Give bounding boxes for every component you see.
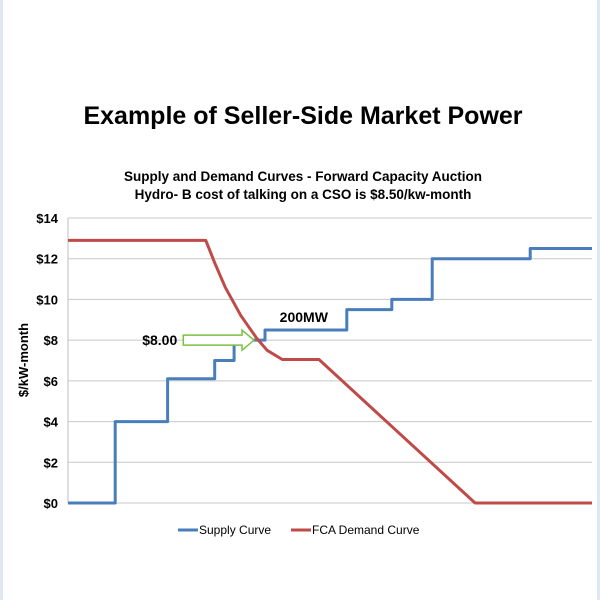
legend-label: FCA Demand Curve <box>312 523 420 537</box>
y-tick-label: $6 <box>44 374 58 389</box>
chart-subtitle-2: Hydro- B cost of talking on a CSO is $8.… <box>135 187 472 202</box>
y-tick-label: $0 <box>44 496 58 511</box>
quantity-annotation: 200MW <box>280 309 329 325</box>
y-tick-label: $8 <box>44 333 58 348</box>
y-tick-label: $2 <box>44 455 58 470</box>
y-tick-label: $4 <box>44 415 59 430</box>
series-line-supply-curve <box>68 247 592 505</box>
y-tick-label: $10 <box>36 292 58 307</box>
chart: Example of Seller-Side Market Power Supp… <box>16 102 592 537</box>
arrow-annotation <box>182 328 256 352</box>
y-tick-label: $12 <box>36 252 58 267</box>
y-tick-label: $14 <box>36 211 58 226</box>
chart-subtitle-1: Supply and Demand Curves - Forward Capac… <box>124 169 482 184</box>
legend-label: Supply Curve <box>199 523 271 537</box>
price-annotation: $8.00 <box>142 332 177 348</box>
series-line-fca-demand-curve <box>68 238 592 505</box>
y-axis-label: $/kW-month <box>16 323 31 397</box>
chart-title: Example of Seller-Side Market Power <box>83 102 522 130</box>
